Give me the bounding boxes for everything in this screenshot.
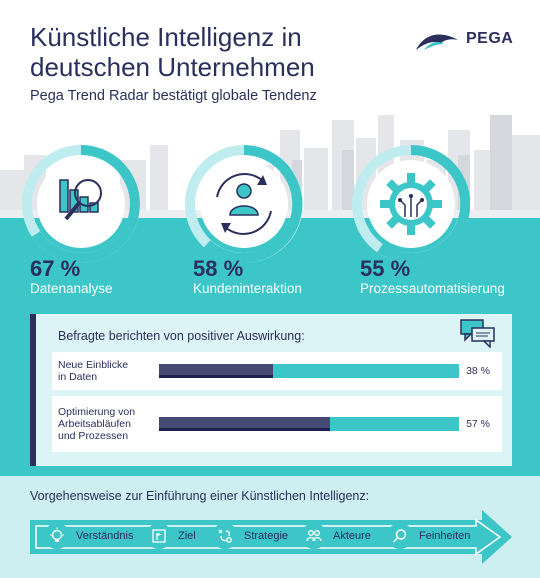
chat-bubbles-icon bbox=[460, 319, 495, 348]
title-line-2: deutschen Unternehmen bbox=[30, 52, 315, 82]
bar-category-line: Optimierung von bbox=[58, 406, 136, 418]
bar-track bbox=[159, 364, 459, 378]
stat-label-3: Prozessautomatisierung bbox=[360, 281, 505, 296]
chart-row-1: Neue Einblicke in Daten 38 % bbox=[52, 352, 502, 390]
bar-chart-magnifier-icon bbox=[59, 179, 102, 221]
lightbulb-icon bbox=[44, 523, 70, 549]
impact-box-accent bbox=[30, 314, 36, 466]
steps-title: Vorgehensweise zur Einführung einer Küns… bbox=[30, 489, 370, 503]
bar bbox=[159, 364, 273, 378]
stat-label-1: Datenanalyse bbox=[30, 281, 113, 296]
bar-underline bbox=[159, 375, 273, 378]
bar-track bbox=[159, 417, 459, 431]
bar-category-line: Neue Einblicke bbox=[58, 359, 129, 371]
steps-arrow bbox=[30, 510, 512, 564]
bar-category-line: und Prozessen bbox=[58, 430, 129, 442]
bar-category-label: Neue Einblicke in Daten bbox=[58, 359, 128, 383]
stat-percent-3: 55 % bbox=[360, 256, 411, 281]
impact-title: Befragte berichten von positiver Auswirk… bbox=[58, 329, 305, 343]
bar-category-line: in Daten bbox=[58, 371, 98, 383]
title-line-1: Künstliche Intelligenz in bbox=[30, 22, 302, 52]
bar-underline bbox=[159, 428, 330, 431]
stat-ring-2 bbox=[185, 145, 303, 263]
page-title: Künstliche Intelligenz in deutschen Unte… bbox=[30, 22, 370, 82]
strategy-icon bbox=[212, 523, 238, 549]
bar bbox=[159, 417, 330, 431]
flag-icon bbox=[146, 523, 172, 549]
page-subtitle: Pega Trend Radar bestätigt globale Tende… bbox=[30, 88, 317, 104]
bar-category-label: Optimierung von Arbeitsabläufen und Prozes… bbox=[58, 406, 135, 442]
stat-ring-3 bbox=[352, 145, 470, 263]
pega-logo-icon bbox=[416, 34, 458, 50]
magnifier-icon bbox=[387, 523, 413, 549]
step-label: Feinheiten bbox=[419, 530, 471, 542]
step-label: Verständnis bbox=[76, 530, 134, 542]
stat-ring-1 bbox=[22, 145, 140, 263]
step-ziel: Ziel bbox=[146, 523, 196, 549]
bar-category-line: Arbeitsabläufen bbox=[58, 418, 131, 430]
people-icon bbox=[301, 523, 327, 549]
step-akteure: Akteure bbox=[301, 523, 371, 549]
customer-cycle-icon bbox=[216, 173, 272, 235]
bar-value-label: 57 % bbox=[466, 418, 490, 430]
step-label: Akteure bbox=[333, 530, 371, 542]
step-label: Ziel bbox=[178, 530, 196, 542]
stat-percent-1: 67 % bbox=[30, 256, 81, 281]
chart-row-2: Optimierung von Arbeitsabläufen und Prozes… bbox=[52, 396, 502, 452]
logo-text: PEGA bbox=[466, 30, 514, 47]
step-feinheiten: Feinheiten bbox=[387, 523, 470, 549]
step-strategie: Strategie bbox=[212, 523, 288, 549]
step-label: Strategie bbox=[244, 530, 289, 542]
gear-circuit-icon bbox=[380, 173, 442, 235]
stat-label-2: Kundeninteraktion bbox=[193, 281, 302, 296]
bar-value-label: 38 % bbox=[466, 365, 490, 377]
stat-percent-2: 58 % bbox=[193, 256, 244, 281]
step-verstaendnis: Verständnis bbox=[44, 523, 133, 549]
